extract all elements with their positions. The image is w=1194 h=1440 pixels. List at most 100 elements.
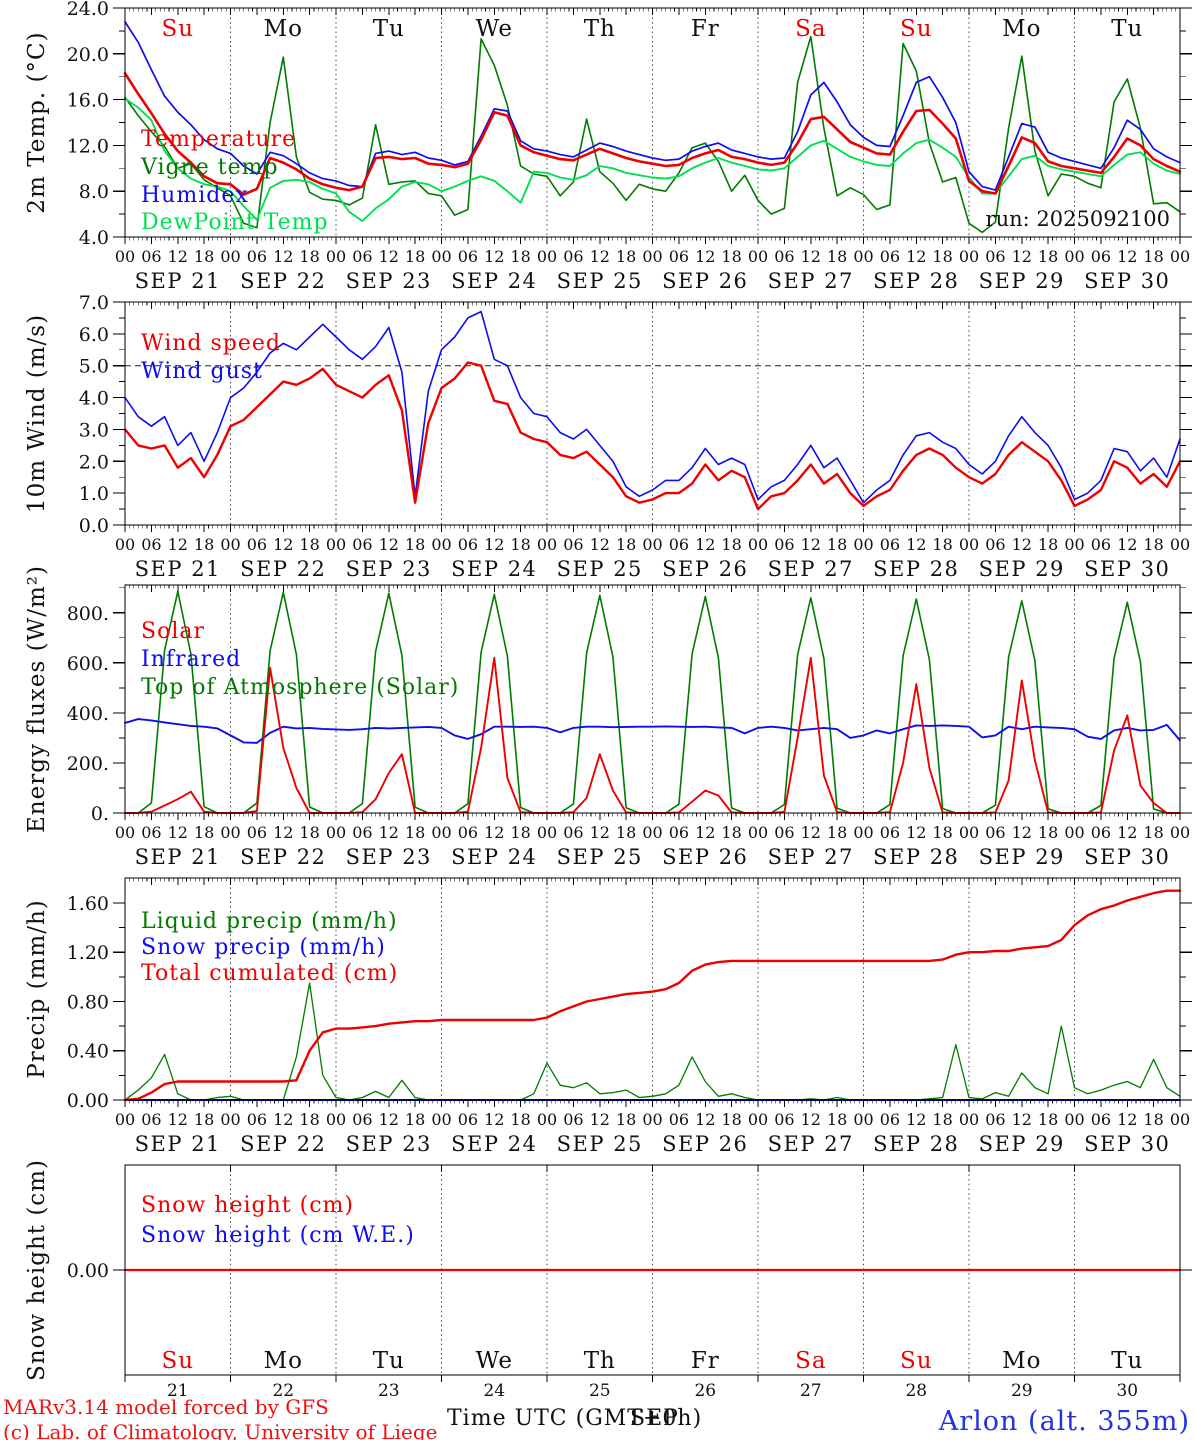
hour-tick-label: 18: [194, 823, 214, 842]
date-label: SEP 29: [979, 845, 1065, 869]
y-tick-label: 3.0: [79, 419, 109, 441]
hour-tick-label: 18: [1038, 823, 1058, 842]
day-number-label: 23: [378, 1381, 400, 1401]
date-label: SEP 28: [873, 557, 959, 581]
date-label: SEP 21: [135, 845, 221, 869]
y-tick-label: 4.0: [79, 227, 109, 249]
y-tick-label: 1.60: [67, 893, 109, 915]
hour-tick-label: 18: [1143, 823, 1163, 842]
hour-tick-label: 18: [510, 1110, 530, 1129]
hour-tick-label: 00: [748, 823, 768, 842]
hour-tick-label: 06: [458, 1110, 478, 1129]
hour-tick-label: 12: [273, 823, 293, 842]
hour-tick-label: 00: [326, 247, 346, 266]
y-tick-label: 0.80: [67, 992, 109, 1014]
hour-tick-label: 06: [1091, 823, 1111, 842]
day-name-label: We: [476, 1348, 513, 1374]
day-name-label: Fr: [691, 16, 720, 42]
day-number-label: 29: [1011, 1381, 1033, 1401]
day-name-label: Su: [162, 16, 195, 42]
date-label: SEP 22: [240, 845, 326, 869]
day-number-label: 24: [483, 1381, 505, 1401]
date-label: SEP 28: [873, 845, 959, 869]
hour-tick-label: 00: [220, 1110, 240, 1129]
hour-tick-label: 06: [985, 535, 1005, 554]
hour-tick-label: 12: [695, 535, 715, 554]
hour-tick-label: 12: [273, 1110, 293, 1129]
hour-tick-label: 06: [352, 247, 372, 266]
hour-tick-label: 12: [379, 247, 399, 266]
hour-tick-label: 00: [748, 247, 768, 266]
hour-tick-label: 00: [431, 247, 451, 266]
hour-tick-label: 00: [326, 1110, 346, 1129]
date-label: SEP 30: [1084, 1132, 1170, 1156]
hour-tick-label: 18: [299, 823, 319, 842]
hour-tick-label: 06: [774, 1110, 794, 1129]
date-label: SEP 27: [768, 1132, 854, 1156]
series-wind-speed: [123, 361, 1182, 511]
date-label: SEP 30: [1084, 845, 1170, 869]
day-number-label: 30: [1116, 1381, 1138, 1401]
legend-snow-height-cm-w-e: Snow height (cm W.E.): [141, 1223, 415, 1248]
y-tick-label: 6.0: [79, 324, 109, 346]
hour-tick-label: 06: [141, 535, 161, 554]
hour-tick-label: 00: [1064, 247, 1084, 266]
hour-tick-label: 12: [590, 1110, 610, 1129]
date-label: SEP 22: [240, 557, 326, 581]
hour-tick-label: 00: [1170, 823, 1190, 842]
series-dewpoint-temp: [124, 97, 1181, 222]
hour-tick-label: 00: [326, 535, 346, 554]
hour-tick-label: 18: [616, 823, 636, 842]
panel-2m-temp: 4.0 8.0 12.0 16.0 20.0 24.0 2m Temp. (°C) 00 06 1…: [24, 0, 1192, 293]
hour-tick-label: 00: [853, 535, 873, 554]
hour-tick-label: 06: [563, 535, 583, 554]
date-label: SEP 28: [873, 269, 959, 293]
day-name-label: Fr: [691, 1348, 720, 1374]
day-name-label: Tu: [373, 1348, 405, 1374]
series-vigne-temp: [124, 35, 1181, 234]
legend-snow-height-cm: Snow height (cm): [141, 1193, 354, 1218]
date-label: SEP 27: [768, 557, 854, 581]
hour-tick-label: 18: [827, 823, 847, 842]
day-name-label: Su: [900, 16, 933, 42]
day-number-label: 22: [272, 1381, 294, 1401]
hour-tick-label: 00: [431, 823, 451, 842]
day-name-label: Mo: [1002, 1348, 1041, 1374]
hour-tick-label: 06: [1091, 1110, 1111, 1129]
y-tick-label: 12.0: [67, 135, 109, 157]
y-tick-label: 0.40: [67, 1041, 109, 1063]
hour-tick-label: 18: [1143, 535, 1163, 554]
series-infrared: [124, 718, 1181, 744]
hour-tick-label: 18: [827, 1110, 847, 1129]
hour-tick-label: 12: [906, 823, 926, 842]
hour-tick-label: 12: [168, 535, 188, 554]
hour-tick-label: 06: [352, 823, 372, 842]
hour-tick-label: 06: [247, 823, 267, 842]
hour-tick-label: 06: [352, 535, 372, 554]
hour-tick-label: 06: [563, 247, 583, 266]
hour-tick-label: 12: [379, 823, 399, 842]
hour-tick-label: 18: [510, 823, 530, 842]
hour-tick-label: 06: [1091, 535, 1111, 554]
date-label: SEP 23: [346, 557, 432, 581]
y-tick-label: 2.0: [79, 451, 109, 473]
panel-precip: 0.00 0.40 0.80 1.20 1.60 Precip (mm/h) 00 06 12 1…: [24, 877, 1192, 1156]
hour-tick-label: 18: [932, 823, 952, 842]
day-name-label: Tu: [373, 16, 405, 42]
hour-tick-label: 18: [1038, 247, 1058, 266]
legend-top-of-atmosphere-solar: Top of Atmosphere (Solar): [141, 675, 459, 700]
y-axis-title: 2m Temp. (°C): [24, 31, 50, 213]
y-axis-title: Snow height (cm): [24, 1159, 50, 1381]
day-name-label: Sa: [795, 16, 826, 42]
y-tick-label: 800.: [67, 603, 109, 625]
y-tick-label: 24.0: [67, 0, 109, 20]
date-label: SEP 29: [979, 557, 1065, 581]
hour-tick-label: 06: [563, 1110, 583, 1129]
hour-tick-label: 06: [669, 535, 689, 554]
panel-snow-height: 0.00 Snow height (cm) Su Mo Tu We Th Fr Sa Su Mo Tu…: [24, 1159, 1192, 1382]
hour-tick-label: 18: [194, 535, 214, 554]
hour-tick-label: 18: [1038, 1110, 1058, 1129]
hour-tick-label: 00: [1170, 1110, 1190, 1129]
hour-tick-label: 00: [748, 1110, 768, 1129]
date-label: SEP 25: [557, 1132, 643, 1156]
